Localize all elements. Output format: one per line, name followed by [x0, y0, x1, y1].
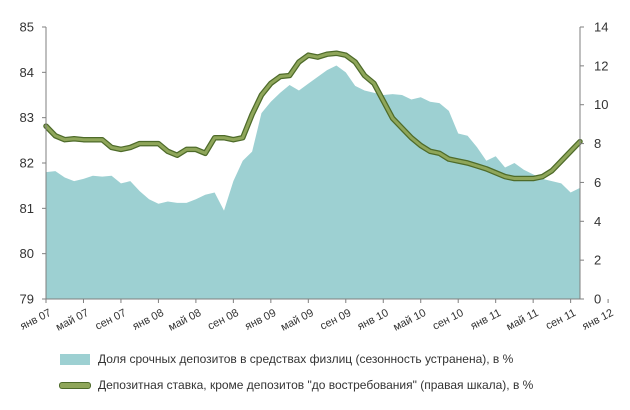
x-tick-label: сен 11 — [544, 307, 578, 332]
right-tick-label: 10 — [594, 97, 608, 112]
x-tick-label: сен 10 — [431, 307, 466, 333]
left-tick-label: 79 — [20, 292, 34, 307]
legend-swatch-line — [60, 382, 90, 388]
right-tick-label: 12 — [594, 58, 608, 73]
right-tick-label: 4 — [594, 214, 601, 229]
left-tick-label: 81 — [20, 201, 34, 216]
x-tick-label: янв 12 — [580, 307, 615, 333]
right-tick-label: 14 — [594, 20, 608, 35]
x-tick-label: янв 08 — [131, 307, 166, 333]
x-tick-label: май 09 — [279, 307, 316, 334]
x-tick-label: май 07 — [54, 307, 91, 334]
left-tick-label: 85 — [20, 20, 34, 35]
right-y-axis: 0 2 4 6 8 10 12 14 — [580, 20, 608, 307]
x-tick-label: янв 09 — [243, 307, 278, 333]
legend-label-rate: Депозитная ставка, кроме депозитов "до в… — [98, 378, 534, 392]
x-tick-label: янв 10 — [356, 307, 391, 333]
legend-swatch-area — [60, 353, 90, 365]
x-tick-label: сен 09 — [318, 307, 353, 333]
right-tick-label: 6 — [594, 175, 601, 190]
x-tick-label: сен 08 — [206, 307, 241, 333]
x-tick-label: янв 07 — [18, 307, 53, 333]
x-tick-label: сен 07 — [93, 307, 128, 333]
rate-line — [44, 51, 582, 181]
legend-item-rate: Депозитная ставка, кроме депозитов "до в… — [60, 376, 533, 394]
x-tick-label: янв 11 — [469, 307, 503, 332]
left-tick-label: 82 — [20, 156, 34, 171]
left-tick-label: 84 — [20, 65, 34, 80]
legend-label-share: Доля срочных депозитов в средствах физли… — [98, 352, 514, 366]
left-tick-label: 80 — [20, 246, 34, 261]
right-tick-label: 8 — [594, 136, 601, 151]
share-area — [46, 65, 580, 299]
x-tick-label: май 08 — [167, 307, 204, 334]
right-tick-label: 2 — [594, 253, 601, 268]
x-tick-label: май 11 — [504, 307, 540, 333]
rate-line-series — [43, 50, 583, 182]
share-area-series — [46, 65, 580, 299]
x-axis: янв 07 май 07 сен 07 янв 08 май 08 сен 08 янв … — [18, 299, 615, 334]
x-tick-label: май 10 — [391, 307, 428, 334]
legend: Доля срочных депозитов в средствах физли… — [60, 350, 533, 402]
left-tick-label: 83 — [20, 110, 34, 125]
left-y-axis: 79 80 81 82 83 84 85 — [20, 20, 46, 307]
right-tick-label: 0 — [594, 292, 601, 307]
legend-item-share: Доля срочных депозитов в средствах физли… — [60, 350, 533, 368]
